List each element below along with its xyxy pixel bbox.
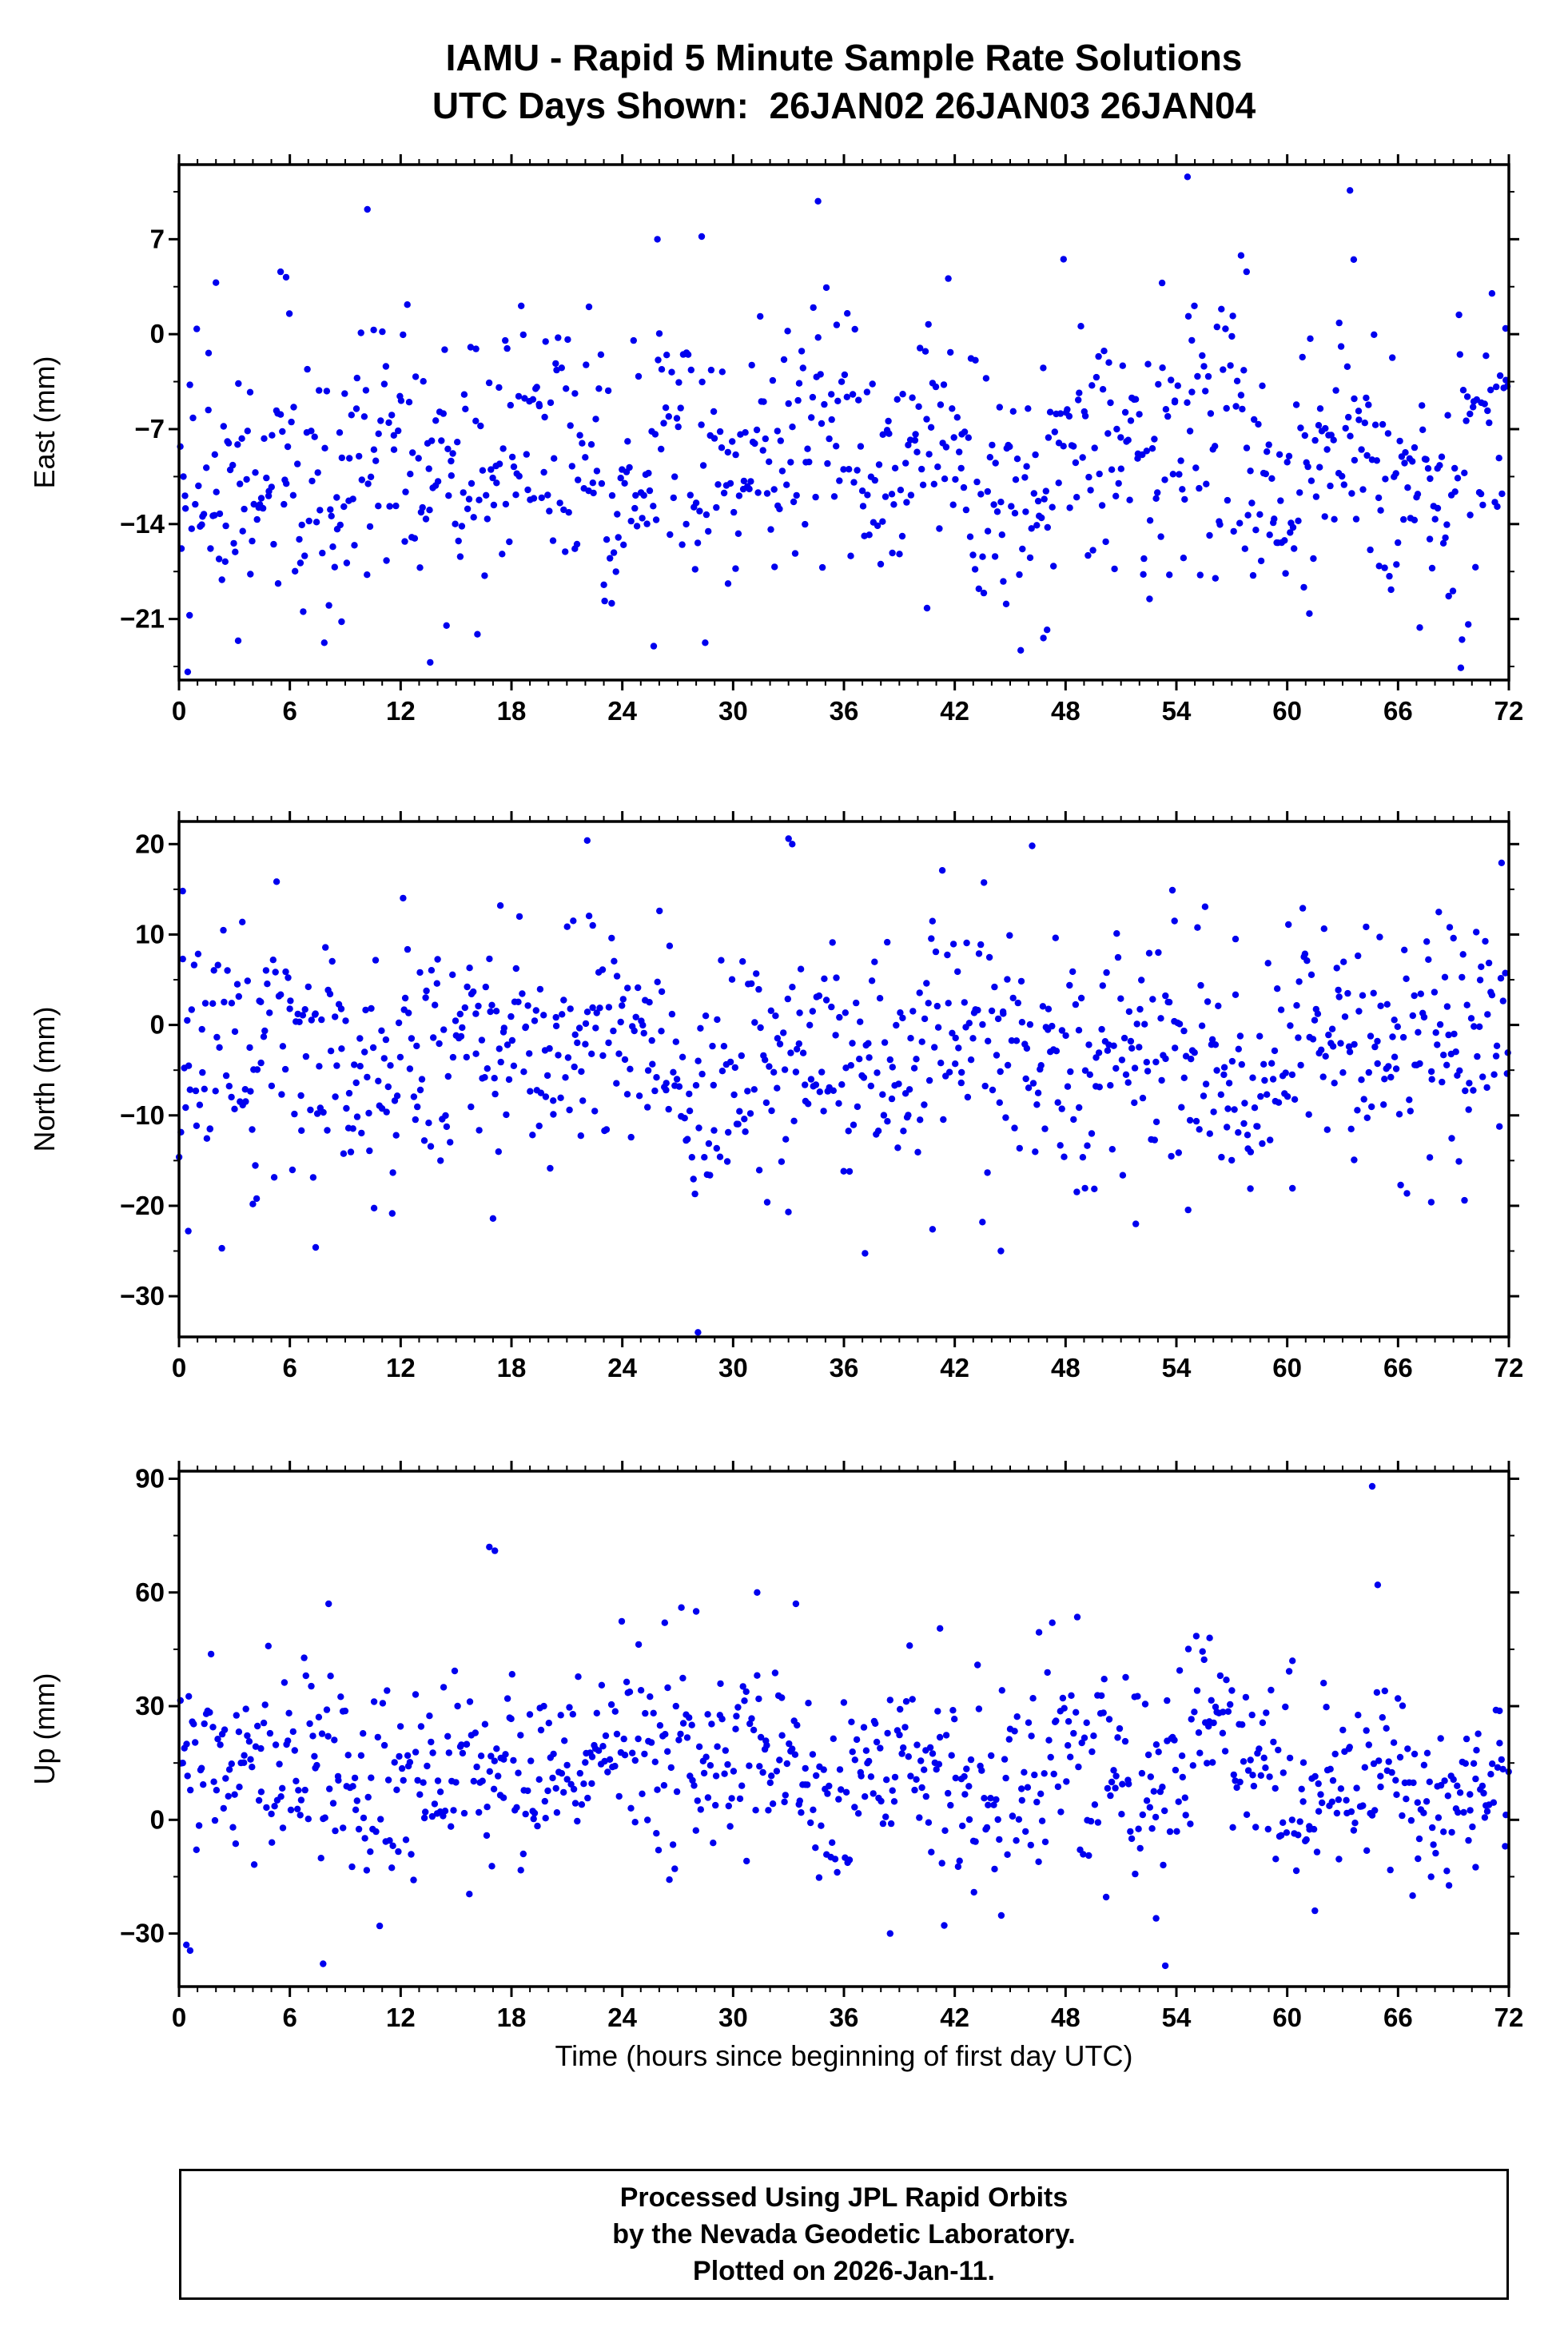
x-axis-title: Time (hours since beginning of first day… xyxy=(555,2039,1133,2072)
y-tick-label: −30 xyxy=(120,1919,165,1948)
x-tick-label: 54 xyxy=(1162,2003,1192,2031)
y-tick-label: 90 xyxy=(135,1463,165,1493)
footer-box: Processed Using JPL Rapid Orbits by the … xyxy=(179,2169,1509,2300)
footer-line-1: Processed Using JPL Rapid Orbits xyxy=(619,2182,1069,2213)
x-tick-label: 72 xyxy=(1494,696,1524,724)
x-tick-label: 54 xyxy=(1162,696,1192,724)
footer-line-2: by the Nevada Geodetic Laboratory. xyxy=(612,2219,1076,2249)
x-tick-label: 12 xyxy=(386,2003,416,2031)
y-tick-label: −21 xyxy=(120,604,165,634)
data-points xyxy=(175,835,1511,1336)
y-tick-label: 10 xyxy=(135,919,165,949)
footer-line-3: Plotted on 2026-Jan-11. xyxy=(693,2256,995,2286)
y-tick-label: −10 xyxy=(120,1100,165,1130)
x-tick-label: 24 xyxy=(607,1353,637,1381)
axis-ticks xyxy=(169,811,1519,1347)
x-tick-label: 6 xyxy=(282,1353,296,1381)
x-tick-label: 42 xyxy=(940,2003,969,2031)
x-tick-label: 0 xyxy=(172,696,186,724)
y-tick-label: −14 xyxy=(120,509,165,539)
y-tick-label: 0 xyxy=(150,319,165,348)
axis-frame xyxy=(177,1470,1510,1988)
y-tick-label: 20 xyxy=(135,829,165,858)
x-tick-label: 66 xyxy=(1383,2003,1413,2031)
x-tick-label: 48 xyxy=(1051,1353,1080,1381)
x-tick-label: 60 xyxy=(1272,696,1302,724)
data-points xyxy=(177,173,1511,675)
x-tick-label: 18 xyxy=(497,2003,527,2031)
y-tick-label: −7 xyxy=(134,414,165,444)
x-tick-label: 72 xyxy=(1494,2003,1524,2031)
y-tick-label: 30 xyxy=(135,1691,165,1720)
x-tick-label: 42 xyxy=(940,696,969,724)
up-y-axis-title: Up (mm) xyxy=(28,1673,61,1785)
x-tick-label: 72 xyxy=(1494,1353,1524,1381)
x-tick-label: 66 xyxy=(1383,696,1413,724)
x-tick-label: 12 xyxy=(386,1353,416,1381)
x-tick-label: 36 xyxy=(830,696,859,724)
data-points xyxy=(177,1482,1512,1970)
tick-labels: 0 6 12 18 24 30 36 42 48 54 60 66 72 7 0 −7 −14 −21 xyxy=(120,224,1523,724)
x-tick-label: 54 xyxy=(1162,1353,1192,1381)
north-y-axis-title: North (mm) xyxy=(28,1007,61,1152)
axis-ticks xyxy=(169,154,1519,690)
chart-title-line1: IAMU - Rapid 5 Minute Sample Rate Soluti… xyxy=(445,37,1243,78)
y-tick-label: −30 xyxy=(120,1281,165,1311)
x-tick-label: 30 xyxy=(718,2003,748,2031)
axis-frame xyxy=(177,163,1510,682)
x-tick-label: 6 xyxy=(282,696,296,724)
chart-title-line2: UTC Days Shown: 26JAN02 26JAN03 26JAN04 xyxy=(432,85,1256,126)
north-panel-chart: 0 6 12 18 24 30 36 42 48 54 60 66 72 20 10 0 −10 −20 −30 No… xyxy=(28,811,1523,1381)
x-tick-label: 0 xyxy=(172,1353,186,1381)
x-tick-label: 30 xyxy=(718,1353,748,1381)
x-tick-label: 60 xyxy=(1272,2003,1302,2031)
x-tick-label: 6 xyxy=(282,2003,296,2031)
x-tick-label: 36 xyxy=(830,2003,859,2031)
x-tick-label: 18 xyxy=(497,1353,527,1381)
tick-labels: 0 6 12 18 24 30 36 42 48 54 60 66 72 90 60 30 0 −30 xyxy=(120,1463,1523,2031)
tick-labels: 0 6 12 18 24 30 36 42 48 54 60 66 72 20 10 0 −10 −20 −30 xyxy=(120,829,1523,1381)
x-tick-label: 66 xyxy=(1383,1353,1413,1381)
x-tick-label: 30 xyxy=(718,696,748,724)
y-tick-label: 60 xyxy=(135,1577,165,1607)
axis-ticks xyxy=(169,1461,1519,1997)
x-tick-label: 42 xyxy=(940,1353,969,1381)
x-tick-label: 18 xyxy=(497,696,527,724)
x-tick-label: 24 xyxy=(607,696,637,724)
x-tick-label: 60 xyxy=(1272,1353,1302,1381)
east-y-axis-title: East (mm) xyxy=(28,356,61,489)
east-panel-chart: 0 6 12 18 24 30 36 42 48 54 60 66 72 7 0 −7 −14 −21 East (… xyxy=(28,154,1523,724)
x-tick-label: 12 xyxy=(386,696,416,724)
y-tick-label: −20 xyxy=(120,1191,165,1220)
y-tick-label: 0 xyxy=(150,1804,165,1834)
axis-frame xyxy=(177,820,1510,1339)
x-tick-label: 24 xyxy=(607,2003,637,2031)
x-tick-label: 36 xyxy=(830,1353,859,1381)
x-tick-label: 0 xyxy=(172,2003,186,2031)
y-tick-label: 7 xyxy=(150,224,165,253)
x-tick-label: 48 xyxy=(1051,2003,1080,2031)
y-tick-label: 0 xyxy=(150,1010,165,1040)
x-tick-label: 48 xyxy=(1051,696,1080,724)
up-panel-chart: 0 6 12 18 24 30 36 42 48 54 60 66 72 90 60 30 0 −30 Up (mm… xyxy=(28,1461,1523,2031)
